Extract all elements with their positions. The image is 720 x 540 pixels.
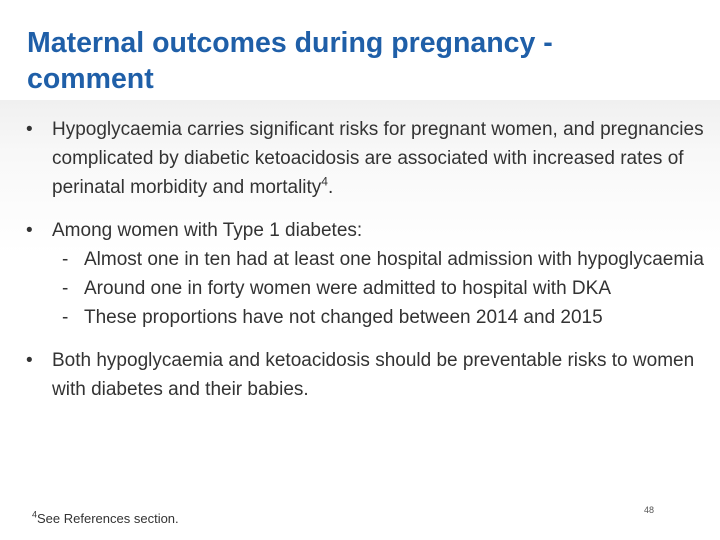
title-band bbox=[0, 0, 720, 100]
body-area bbox=[0, 100, 720, 540]
slide-title: Maternal outcomes during pregnancy - com… bbox=[27, 27, 553, 95]
footnote-marker: 4 bbox=[32, 509, 38, 520]
bullet-dot: • bbox=[26, 119, 33, 140]
sub-bullet-list: - Almost one in ten had at least one hos… bbox=[52, 245, 704, 332]
sub-bullet-dash: - bbox=[62, 249, 69, 270]
footnote-text: See References section. bbox=[37, 511, 179, 526]
bullet-item: • Among women with Type 1 diabetes: - Al… bbox=[24, 216, 704, 332]
bullet-item: • Hypoglycaemia carries significant risk… bbox=[24, 115, 704, 202]
bullet-dot: • bbox=[26, 220, 33, 241]
page-number: 48 bbox=[644, 505, 655, 515]
footnote: 4See References section. bbox=[32, 509, 179, 526]
sub-bullet-text: These proportions have not changed betwe… bbox=[84, 307, 603, 328]
bullet-item: • Both hypoglycaemia and ketoacidosis sh… bbox=[24, 346, 704, 404]
sub-bullet-text: Almost one in ten had at least one hospi… bbox=[84, 249, 704, 270]
bullet-text: Both hypoglycaemia and ketoacidosis shou… bbox=[52, 350, 695, 400]
sub-bullet-dash: - bbox=[62, 278, 69, 299]
bullet-list: • Hypoglycaemia carries significant risk… bbox=[24, 115, 704, 418]
sub-bullet-item: - Almost one in ten had at least one hos… bbox=[52, 245, 704, 274]
bullet-text: Hypoglycaemia carries significant risks … bbox=[52, 119, 704, 198]
bullet-dot: • bbox=[26, 350, 33, 371]
footnote-ref: 4 bbox=[321, 174, 328, 189]
bullet-text: Among women with Type 1 diabetes: bbox=[52, 220, 363, 241]
bullet-suffix: . bbox=[327, 177, 334, 198]
sub-bullet-dash: - bbox=[62, 307, 69, 328]
sub-bullet-text: Around one in forty women were admitted … bbox=[84, 278, 611, 299]
sub-bullet-item: - These proportions have not changed bet… bbox=[52, 303, 704, 332]
sub-bullet-item: - Around one in forty women were admitte… bbox=[52, 274, 704, 303]
